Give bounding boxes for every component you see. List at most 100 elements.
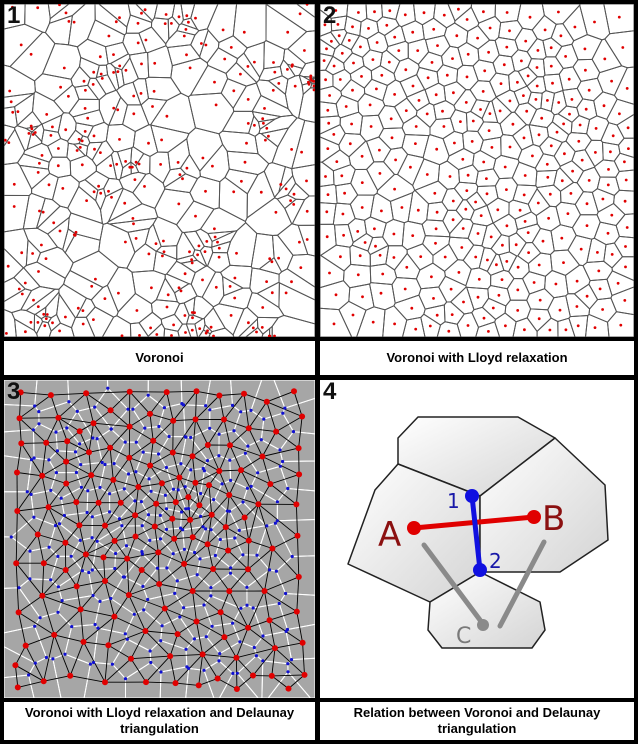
site-point [75, 149, 79, 152]
delaunay-edge [247, 627, 276, 649]
site-point [435, 147, 439, 151]
voronoi-vertex [28, 549, 32, 553]
site-point [390, 136, 394, 140]
site-point [268, 334, 272, 337]
voronoi-vertex [176, 488, 180, 492]
delaunay-edge [90, 474, 100, 503]
voronoi-vertex [202, 668, 206, 672]
site-point [626, 126, 630, 130]
voronoi-cell [274, 518, 315, 558]
delaunay-edge-ac [421, 542, 483, 623]
voronoi-cell [611, 256, 634, 282]
voronoi-cell [235, 52, 261, 84]
site-point [584, 68, 587, 72]
site-point [358, 254, 362, 258]
site-point [20, 292, 24, 296]
voronoi-vertex [274, 569, 278, 573]
site-point [267, 134, 270, 138]
delaunay-edge [50, 392, 87, 396]
voronoi-cell [320, 38, 336, 57]
site-point [31, 252, 34, 255]
delaunay-edge [79, 431, 90, 453]
site-point [536, 201, 540, 205]
voronoi-cell [376, 173, 416, 202]
delaunay-edge [179, 455, 193, 478]
site-point [227, 442, 233, 449]
site-point [482, 10, 485, 14]
site-point [245, 624, 252, 631]
delaunay-edge [161, 483, 177, 503]
delaunay-edge [42, 585, 77, 597]
site-point [400, 206, 404, 209]
site-point [462, 300, 465, 304]
site-point [594, 151, 597, 154]
voronoi-vertex [202, 603, 206, 607]
site-point [447, 329, 451, 333]
site-point [293, 501, 300, 508]
site-point [16, 415, 23, 422]
voronoi-cell [547, 295, 571, 323]
delaunay-edge [130, 630, 146, 659]
delaunay-edge [18, 612, 27, 646]
site-point [109, 164, 112, 168]
site-point [12, 182, 16, 186]
voronoi-vertex [91, 436, 95, 440]
voronoi-vertex [90, 536, 94, 540]
voronoi-cell [13, 125, 33, 152]
voronoi-cell [436, 321, 462, 337]
delaunay-edge [158, 563, 185, 585]
delaunay-edge [79, 502, 99, 526]
voronoi-vertex [273, 521, 277, 525]
delaunay-edge [211, 514, 227, 528]
site-point [461, 157, 465, 161]
voronoi-cell [84, 170, 110, 191]
site-point [189, 453, 196, 460]
voronoi-cell [449, 218, 474, 239]
site-point [273, 70, 277, 74]
voronoi-cell [203, 595, 242, 627]
delaunay-edge [14, 665, 19, 688]
voronoi-vertex [75, 409, 79, 413]
site-point [305, 238, 309, 241]
voronoi-cell [269, 325, 273, 337]
voronoi-vertex [158, 513, 162, 517]
voronoi-cell [443, 81, 467, 107]
voronoi-vertex [175, 579, 179, 583]
delaunay-edge [45, 442, 67, 462]
site-point [229, 46, 233, 49]
site-point [498, 109, 502, 113]
site-point [233, 276, 237, 280]
site-point [291, 388, 297, 395]
voronoi-cell [446, 147, 475, 171]
voronoi-vertex [73, 450, 78, 454]
site-point [489, 235, 493, 239]
site-point [267, 481, 274, 487]
site-point [233, 296, 237, 300]
voronoi-vertex [281, 411, 285, 415]
site-point [132, 222, 135, 226]
voronoi-cell [613, 189, 634, 216]
voronoi-cell [350, 168, 379, 196]
site-point [545, 162, 549, 166]
site-point [64, 438, 71, 445]
delaunay-edge [247, 619, 270, 629]
panel-number: 3 [7, 380, 21, 405]
site-point [541, 239, 545, 243]
site-point [12, 662, 19, 669]
voronoi-vertex [187, 666, 191, 670]
lloyd-relaxation-panel: 2 [320, 4, 634, 337]
site-point [505, 224, 509, 228]
voronoi-vertex [123, 632, 127, 636]
site-point [569, 192, 573, 195]
voronoi-cell [94, 4, 128, 36]
site-point [152, 89, 156, 93]
site-point [19, 43, 23, 47]
site-point [523, 328, 526, 332]
voronoi-cell [154, 188, 195, 226]
site-point [261, 117, 265, 121]
site-point [196, 502, 203, 509]
delaunay-edge [297, 535, 300, 577]
voronoi-vertex [57, 522, 62, 526]
voronoi-cell [125, 661, 162, 698]
site-point [12, 205, 16, 208]
